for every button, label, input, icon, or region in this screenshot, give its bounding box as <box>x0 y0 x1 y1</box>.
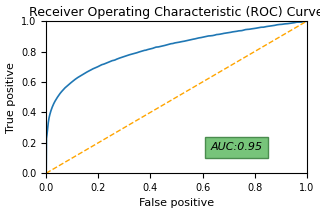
X-axis label: False positive: False positive <box>139 198 214 208</box>
Title: Receiver Operating Characteristic (ROC) Curve: Receiver Operating Characteristic (ROC) … <box>29 6 320 19</box>
Y-axis label: True positive: True positive <box>5 62 16 133</box>
Text: AUC:0.95: AUC:0.95 <box>210 142 262 152</box>
